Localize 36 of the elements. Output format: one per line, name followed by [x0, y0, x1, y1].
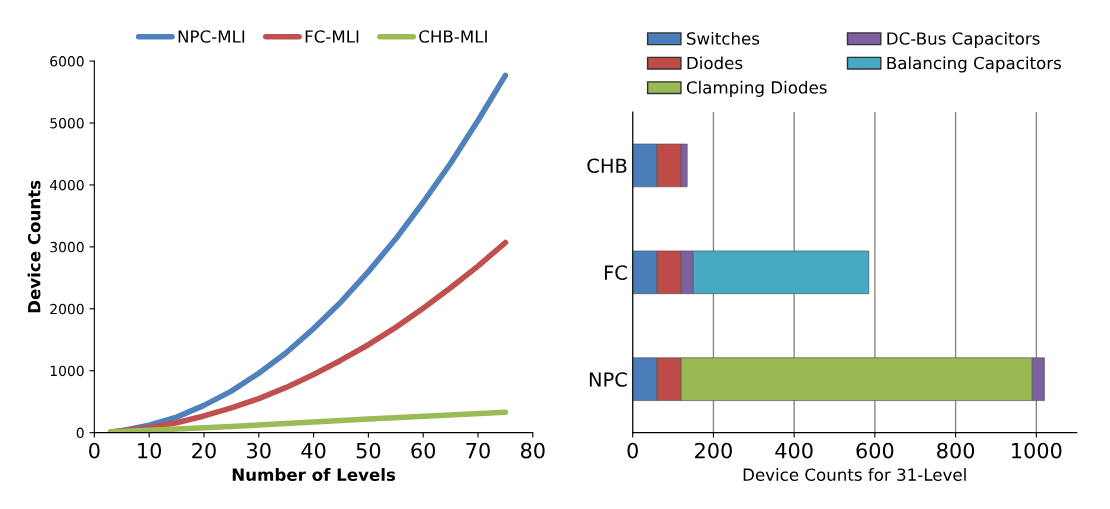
x-tick-label: 50 — [356, 442, 381, 459]
x-tick-label: 10 — [138, 442, 162, 459]
y-tick-label: 2000 — [50, 303, 84, 315]
legend-label: Diodes — [687, 56, 743, 70]
y-tick-label: 0 — [76, 427, 84, 439]
y-tick-label: 4000 — [49, 179, 84, 191]
legend-label: Switches — [687, 31, 760, 45]
x-tick-label: 60 — [411, 442, 436, 459]
y-tick-label: FC — [604, 265, 627, 280]
x-tick-label: 800 — [937, 442, 975, 459]
legend-label: NPC-MLI — [178, 30, 245, 43]
y-axis-title: Device Counts — [27, 180, 41, 313]
x-tick-label: 600 — [856, 442, 894, 459]
y-tick-label: 1000 — [50, 365, 84, 377]
y-tick-label: CHB — [587, 158, 627, 174]
y-tick-label: 6000 — [50, 56, 84, 67]
x-tick-label: 70 — [466, 442, 490, 459]
x-tick-label: 200 — [695, 442, 732, 459]
legend-label: Balancing Capacitors — [887, 56, 1061, 73]
legend-label: Clamping Diodes — [686, 80, 827, 97]
x-tick-label: 0 — [89, 442, 100, 459]
x-tick-label: 20 — [192, 442, 216, 459]
legend-label: CHB-MLI — [419, 30, 487, 43]
x-tick-label: 1000 — [1012, 442, 1062, 459]
legend-label: FC-MLI — [305, 30, 359, 43]
x-tick-label: 30 — [247, 442, 271, 459]
x-tick-label: 0 — [627, 442, 638, 459]
x-tick-label: 80 — [520, 442, 545, 459]
y-tick-label: 3000 — [50, 241, 84, 253]
legend-label: DC-Bus Capacitors — [887, 31, 1040, 49]
y-tick-label: NPC — [589, 372, 627, 387]
y-tick-label: 5000 — [50, 117, 84, 129]
x-axis-title: Number of Levels — [232, 468, 396, 481]
x-axis-title: Device Counts for 31-Level — [743, 468, 966, 481]
x-tick-label: 40 — [301, 442, 326, 459]
x-tick-label: 400 — [775, 442, 813, 459]
